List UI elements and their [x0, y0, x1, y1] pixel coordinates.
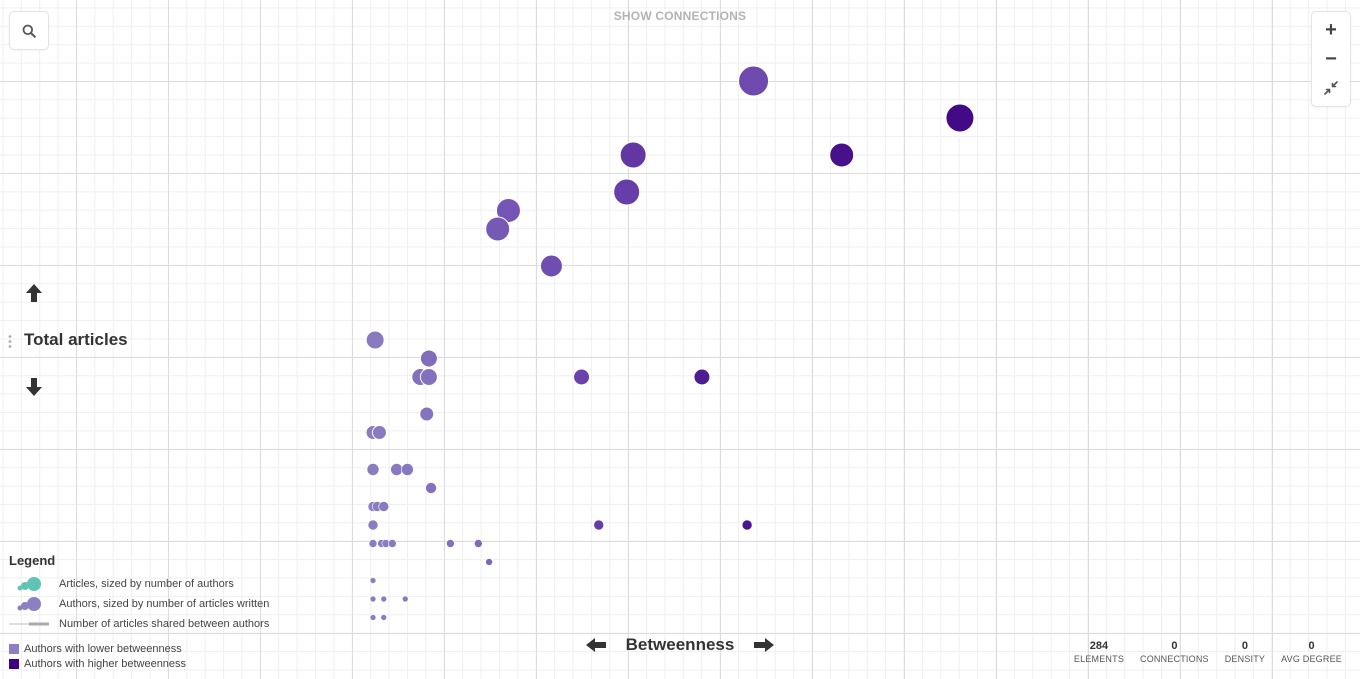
zoom-out-button[interactable]: −	[1325, 47, 1337, 70]
author-node[interactable]	[539, 254, 563, 278]
show-connections-toggle: SHOW CONNECTIONS	[0, 9, 1360, 23]
author-symbol	[9, 594, 59, 614]
author-node[interactable]	[371, 425, 387, 440]
legend-higher-label: Authors with higher betweenness	[24, 657, 187, 670]
legend-articles-label: Articles, sized by number of authors	[59, 578, 234, 590]
arrow-left-icon	[586, 638, 606, 652]
higher-swatch	[9, 658, 19, 669]
stat-value: 0	[1171, 640, 1178, 652]
author-node[interactable]	[693, 368, 711, 386]
zoom-in-button[interactable]: +	[1325, 18, 1337, 41]
author-node[interactable]	[369, 614, 377, 621]
author-node[interactable]	[368, 539, 378, 548]
author-node[interactable]	[741, 519, 753, 531]
author-node[interactable]	[446, 539, 455, 548]
author-node[interactable]	[619, 141, 647, 169]
author-node[interactable]	[573, 368, 591, 386]
author-node[interactable]	[945, 103, 975, 133]
x-axis-right-button[interactable]	[753, 637, 775, 653]
legend-authors: Authors, sized by number of articles wri…	[9, 594, 269, 614]
author-node[interactable]	[378, 501, 390, 512]
stats-bar: 284 ELEMENTS 0 CONNECTIONS 0 DENSITY 0 A…	[1066, 640, 1350, 664]
y-axis: Total articles	[8, 280, 158, 405]
stat-label: AVG DEGREE	[1281, 654, 1342, 664]
x-axis-title[interactable]: Betweenness	[625, 635, 735, 654]
author-node[interactable]	[365, 330, 385, 350]
author-node[interactable]	[366, 463, 380, 476]
fit-screen-icon	[1324, 80, 1338, 95]
zoom-controls: + −	[1312, 12, 1350, 106]
legend-lower: Authors with lower betweenness	[9, 641, 186, 656]
search-button[interactable]	[10, 12, 48, 49]
legend-shared: Number of articles shared between author…	[9, 614, 269, 634]
author-node[interactable]	[425, 482, 437, 494]
author-node[interactable]	[388, 539, 397, 548]
author-node[interactable]	[369, 577, 377, 584]
stat-density: 0 DENSITY	[1217, 640, 1273, 664]
author-node[interactable]	[495, 198, 521, 223]
line-symbol	[9, 614, 59, 634]
stat-label: CONNECTIONS	[1140, 654, 1209, 664]
drag-handle[interactable]	[8, 334, 12, 350]
y-axis-down-button[interactable]	[25, 377, 43, 402]
x-axis-left-button[interactable]	[585, 637, 607, 653]
author-node[interactable]	[390, 463, 403, 476]
author-node[interactable]	[613, 178, 641, 206]
author-node[interactable]	[829, 142, 855, 168]
lower-swatch	[9, 643, 19, 654]
legend-articles: Articles, sized by number of authors	[9, 574, 269, 594]
author-node[interactable]	[401, 463, 414, 476]
show-connections-label[interactable]: SHOW CONNECTIONS	[613, 9, 747, 23]
legend-higher: Authors with higher betweenness	[9, 656, 186, 671]
article-symbol	[9, 574, 59, 594]
author-node[interactable]	[593, 519, 605, 531]
author-node[interactable]	[485, 216, 511, 242]
legend-shared-label: Number of articles shared between author…	[59, 618, 270, 630]
legend-title: Legend	[9, 553, 56, 568]
fit-screen-button[interactable]	[1312, 73, 1350, 102]
search-icon	[22, 24, 36, 38]
arrow-up-icon	[26, 284, 42, 302]
arrow-right-icon	[753, 638, 774, 652]
stat-label: DENSITY	[1224, 654, 1266, 664]
color-legend: Authors with lower betweenness Authors w…	[9, 641, 186, 671]
author-node[interactable]	[380, 614, 388, 621]
stat-avg-degree: 0 AVG DEGREE	[1273, 640, 1350, 664]
author-node[interactable]	[419, 349, 438, 368]
author-node[interactable]	[419, 368, 438, 386]
stat-elements: 284 ELEMENTS	[1066, 640, 1132, 664]
author-node[interactable]	[738, 65, 770, 97]
legend-authors-label: Authors, sized by number of articles wri…	[59, 598, 270, 610]
author-node[interactable]	[474, 539, 483, 548]
legend: Legend Articles, sized by number of auth…	[9, 553, 269, 634]
y-axis-title[interactable]: Total articles	[24, 330, 128, 349]
author-node[interactable]	[369, 595, 377, 603]
x-axis: Betweenness	[585, 632, 775, 658]
y-axis-up-button[interactable]	[25, 283, 43, 308]
stat-label: ELEMENTS	[1073, 654, 1125, 664]
stat-connections: 0 CONNECTIONS	[1132, 640, 1217, 664]
legend-lower-label: Authors with lower betweenness	[24, 642, 182, 655]
author-node[interactable]	[419, 406, 435, 422]
author-node[interactable]	[485, 558, 493, 566]
stat-value: 0	[1241, 640, 1248, 652]
author-node[interactable]	[380, 595, 388, 603]
arrow-down-icon	[26, 378, 42, 396]
author-node[interactable]	[367, 519, 379, 531]
stat-value: 0	[1308, 640, 1315, 652]
stat-value: 284	[1089, 640, 1109, 652]
author-node[interactable]	[401, 595, 409, 603]
